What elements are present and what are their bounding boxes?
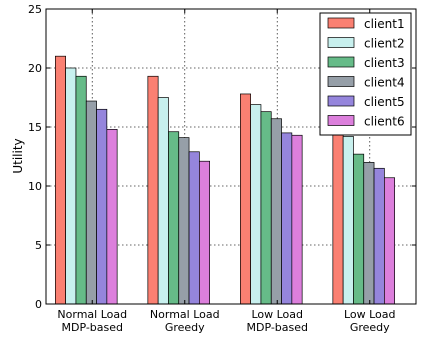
x-tick-label-line: Greedy	[350, 321, 390, 334]
bar-client4-0	[85, 100, 97, 305]
y-axis: 0 5 10 15 20 25	[28, 3, 416, 311]
legend-swatch-client1	[327, 17, 355, 29]
bar-client4-2	[270, 118, 282, 305]
y-tick-label: 0	[35, 298, 42, 311]
y-tick-label: 10	[28, 180, 42, 193]
legend-label-client1: client1	[364, 17, 405, 31]
x-tick-label-line: Normal Load	[150, 308, 220, 321]
bar-client6-1	[199, 160, 211, 305]
bar-client3-0	[75, 75, 87, 305]
bar-client4-3	[363, 162, 375, 305]
bar-client6-2	[291, 134, 303, 305]
bar-client2-2	[250, 104, 262, 305]
legend-label-client6: client6	[364, 115, 405, 129]
y-axis-label: Utility	[11, 138, 25, 173]
legend-swatch-client3	[327, 56, 355, 68]
y-tick-label: 25	[28, 3, 42, 16]
y-tick-label: 15	[28, 121, 42, 134]
legend: client1 client2 client3 client4 client5 clien…	[319, 12, 412, 136]
bar-client5-3	[373, 167, 385, 305]
x-tick-label: Normal Load Greedy	[150, 308, 220, 334]
legend-swatch-client4	[327, 76, 355, 87]
bar-client4-1	[178, 137, 190, 305]
x-tick-label-line: MDP-based	[246, 321, 308, 334]
legend-box	[319, 12, 412, 136]
bar-client3-1	[168, 131, 180, 305]
bars	[54, 55, 396, 305]
bar-client1-3	[332, 121, 344, 305]
bar-client3-2	[260, 111, 272, 305]
x-tick-label: Normal Load MDP-based	[57, 308, 127, 334]
bar-client1-1	[147, 75, 159, 305]
x-tick-label-line: MDP-based	[61, 321, 123, 334]
bar-client6-3	[384, 177, 396, 305]
legend-label-client3: client3	[364, 56, 405, 70]
legend-label-client2: client2	[364, 37, 405, 51]
legend-label-client5: client5	[364, 95, 405, 109]
bar-client5-2	[281, 132, 293, 305]
x-tick-label: Low Load MDP-based	[246, 308, 308, 334]
bar-client1-2	[240, 93, 252, 305]
x-tick-label-line: Greedy	[165, 321, 205, 334]
y-tick-label: 5	[35, 239, 42, 252]
y-tick-label: 20	[28, 62, 42, 75]
x-tick-label-line: Low Load	[344, 308, 396, 321]
legend-swatch-client2	[327, 37, 355, 48]
x-tick-label: Low Load Greedy	[344, 308, 396, 334]
bar-client2-3	[342, 136, 354, 305]
x-tick-label-line: Low Load	[251, 308, 303, 321]
bar-client1-0	[54, 55, 66, 305]
legend-swatch-client6	[327, 115, 355, 126]
legend-swatch-client5	[327, 95, 355, 107]
plot-frame	[45, 8, 417, 305]
x-tick-label-line: Normal Load	[57, 308, 127, 321]
bar-client2-0	[65, 67, 77, 305]
legend-label-client4: client4	[364, 76, 405, 90]
bar-client5-1	[188, 151, 200, 305]
bar-client2-1	[157, 97, 169, 305]
bar-client3-3	[353, 153, 365, 305]
bar-client6-0	[106, 129, 118, 305]
bar-client5-0	[96, 108, 108, 305]
